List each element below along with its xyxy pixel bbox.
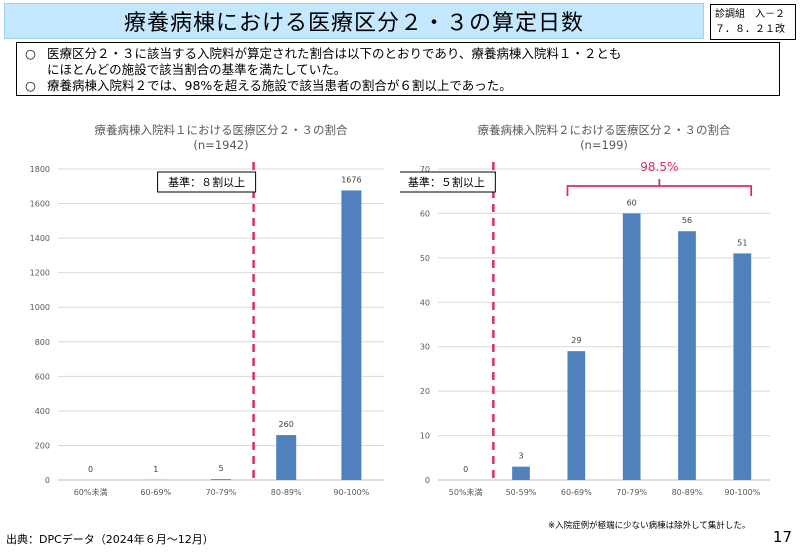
- summary-line-1: 医療区分２・３に該当する入院料が算定された割合は以下のとおりであり、療養病棟入院…: [47, 46, 771, 78]
- data-label: 0: [463, 465, 468, 474]
- bar-50-59%: [512, 466, 530, 480]
- x-tick-label: 50-59%: [506, 488, 537, 497]
- summary-line-2: 療養病棟入院料２では、98%を超える施設で該当患者の割合が６割以上であった。: [47, 78, 512, 93]
- y-tick-label: 70: [420, 165, 430, 174]
- data-label: 60: [627, 198, 637, 207]
- y-tick-label: 1800: [30, 165, 50, 174]
- data-label: 0: [88, 465, 93, 474]
- document-tag: 診調組 入－２ ７．８．２１改: [710, 4, 796, 40]
- page-title: 療養病棟における医療区分２・３の算定日数: [123, 11, 584, 36]
- bar-90-100%: [341, 190, 362, 480]
- chart-title: 療養病棟入院料１における医療区分２・３の割合: [95, 123, 348, 137]
- bar-70-79%: [622, 213, 641, 480]
- bar-80-89%: [276, 435, 297, 480]
- x-tick-label: 90-100%: [333, 488, 369, 497]
- y-tick-label: 1200: [30, 269, 50, 278]
- bullet-icon: ○: [25, 78, 36, 93]
- x-tick-label: 70-79%: [206, 488, 237, 497]
- y-tick-label: 30: [420, 343, 430, 352]
- x-tick-label: 60%未満: [74, 487, 108, 497]
- chart-subtitle: (n=1942): [193, 138, 248, 152]
- x-tick-label: 50%未満: [449, 487, 483, 497]
- source-citation: 出典：DPCデータ（2024年６月～12月）: [6, 533, 214, 546]
- summary-line-1-text: 医療区分２・３に該当する入院料が算定された割合は以下のとおりであり、療養病棟入院…: [47, 46, 622, 61]
- y-tick-label: 0: [45, 476, 50, 485]
- y-tick-label: 40: [420, 298, 430, 307]
- y-tick-label: 10: [420, 432, 430, 441]
- y-tick-label: 800: [35, 338, 50, 347]
- y-tick-label: 400: [35, 407, 50, 416]
- summary-box: ○ 医療区分２・３に該当する入院料が算定された割合は以下のとおりであり、療養病棟…: [16, 42, 780, 96]
- footnote: ※入院症例が極端に少ない病棟は除外して集計した。: [548, 521, 751, 531]
- threshold-label: 基準：８割以上: [168, 175, 245, 189]
- threshold-label: 基準：５割以上: [408, 175, 485, 189]
- document-tag-line2: ７．８．２１改: [715, 24, 785, 35]
- chart-subtitle: (n=199): [580, 138, 628, 152]
- document-tag-line1: 診調組 入－２: [715, 9, 785, 20]
- y-tick-label: 600: [35, 372, 50, 381]
- data-label: 3: [518, 452, 523, 461]
- bracket-label: 98.5%: [640, 160, 678, 174]
- summary-line-1-continuation: にほとんどの施設で該当割合の基準を満たしていた。: [47, 62, 347, 77]
- data-label: 1: [153, 465, 158, 474]
- data-label: 260: [279, 420, 294, 429]
- x-tick-label: 90-100%: [724, 488, 760, 497]
- x-tick-label: 60-69%: [140, 488, 171, 497]
- y-tick-label: 50: [420, 254, 430, 263]
- chart-ward-fee-2: 療養病棟入院料２における医療区分２・３の割合(n=199)01020304050…: [400, 123, 770, 497]
- data-label: 5: [218, 464, 223, 473]
- y-tick-label: 1400: [30, 234, 50, 243]
- data-label: 1676: [341, 175, 361, 184]
- x-tick-label: 70-79%: [616, 488, 647, 497]
- bar-90-100%: [733, 253, 752, 480]
- x-tick-label: 60-69%: [561, 488, 592, 497]
- y-tick-label: 1600: [30, 200, 50, 209]
- bullet-icon: ○: [25, 46, 36, 61]
- bar-80-89%: [678, 231, 696, 480]
- page-number: 17: [772, 528, 792, 546]
- threshold-label-box: [400, 171, 496, 193]
- bar-70-79%: [211, 479, 231, 480]
- data-label: 51: [737, 238, 747, 247]
- y-tick-label: 0: [425, 476, 430, 485]
- y-tick-label: 20: [420, 387, 430, 396]
- y-tick-label: 60: [420, 209, 430, 218]
- x-tick-label: 80-89%: [271, 488, 302, 497]
- chart-ward-fee-1: 療養病棟入院料１における医療区分２・３の割合(n=1942) 0 200 400 600…: [30, 123, 384, 497]
- data-label: 29: [571, 336, 581, 345]
- y-tick-label: 1000: [30, 303, 50, 312]
- title-bar: 療養病棟における医療区分２・３の算定日数: [4, 3, 704, 39]
- x-tick-label: 80-89%: [672, 488, 703, 497]
- chart-title: 療養病棟入院料２における医療区分２・３の割合: [478, 123, 731, 137]
- bracket: [566, 179, 753, 196]
- y-tick-label: 200: [35, 441, 50, 450]
- threshold-label-box: [157, 171, 257, 193]
- data-label: 56: [682, 216, 692, 225]
- bar-60-69%: [567, 351, 586, 480]
